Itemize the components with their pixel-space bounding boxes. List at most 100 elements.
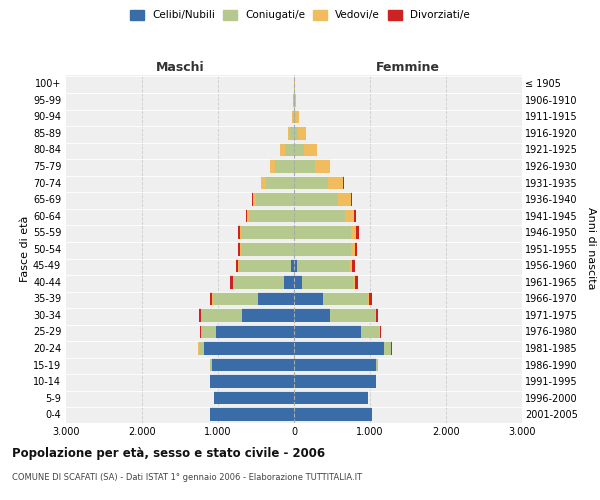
- Bar: [298, 126, 305, 140]
- Bar: [236, 258, 238, 272]
- Bar: [294, 275, 302, 288]
- Bar: [230, 275, 233, 288]
- Bar: [269, 159, 275, 173]
- Bar: [247, 209, 249, 222]
- Bar: [355, 275, 358, 288]
- Bar: [376, 308, 378, 322]
- Bar: [238, 258, 239, 272]
- Bar: [293, 93, 294, 106]
- Bar: [297, 258, 349, 272]
- Bar: [205, 342, 294, 355]
- Bar: [302, 275, 353, 288]
- Bar: [346, 209, 354, 222]
- Bar: [240, 226, 241, 239]
- Bar: [290, 126, 294, 140]
- Bar: [294, 292, 323, 305]
- Bar: [354, 209, 356, 222]
- Bar: [328, 176, 343, 190]
- Bar: [351, 192, 352, 206]
- Bar: [261, 176, 262, 190]
- Bar: [240, 242, 241, 256]
- Bar: [304, 142, 317, 156]
- Bar: [350, 242, 355, 256]
- Bar: [295, 209, 346, 222]
- Bar: [295, 242, 350, 256]
- Bar: [294, 408, 372, 421]
- Bar: [349, 258, 352, 272]
- Bar: [315, 159, 330, 173]
- Bar: [379, 324, 380, 338]
- Bar: [294, 142, 304, 156]
- Bar: [238, 242, 240, 256]
- Bar: [200, 308, 201, 322]
- Text: Popolazione per età, sesso e stato civile - 2006: Popolazione per età, sesso e stato civil…: [12, 448, 325, 460]
- Bar: [249, 209, 293, 222]
- Bar: [295, 93, 296, 106]
- Legend: Celibi/Nubili, Coniugati/e, Vedovi/e, Divorziati/e: Celibi/Nubili, Coniugati/e, Vedovi/e, Di…: [130, 10, 470, 20]
- Bar: [293, 110, 294, 123]
- Bar: [275, 159, 293, 173]
- Bar: [242, 308, 294, 322]
- Bar: [284, 275, 294, 288]
- Text: COMUNE DI SCAFATI (SA) - Dati ISTAT 1° gennaio 2006 - Elaborazione TUTTITALIA.IT: COMUNE DI SCAFATI (SA) - Dati ISTAT 1° g…: [12, 472, 362, 482]
- Bar: [383, 342, 391, 355]
- Bar: [241, 226, 293, 239]
- Bar: [238, 226, 240, 239]
- Bar: [343, 176, 344, 190]
- Bar: [294, 93, 295, 106]
- Text: Maschi: Maschi: [155, 61, 205, 74]
- Bar: [350, 226, 356, 239]
- Bar: [256, 192, 293, 206]
- Bar: [252, 192, 253, 206]
- Bar: [201, 324, 216, 338]
- Bar: [369, 292, 372, 305]
- Bar: [289, 126, 290, 140]
- Bar: [376, 358, 378, 372]
- Bar: [233, 275, 284, 288]
- Bar: [216, 324, 294, 338]
- Bar: [212, 292, 257, 305]
- Bar: [331, 308, 376, 322]
- Bar: [212, 358, 294, 372]
- Bar: [355, 242, 357, 256]
- Bar: [245, 209, 247, 222]
- Bar: [257, 292, 294, 305]
- Bar: [280, 142, 285, 156]
- Bar: [294, 374, 376, 388]
- Bar: [338, 192, 351, 206]
- Bar: [210, 358, 212, 372]
- Bar: [295, 192, 338, 206]
- Bar: [295, 176, 328, 190]
- Y-axis label: Fasce di età: Fasce di età: [20, 216, 30, 282]
- Bar: [291, 258, 294, 272]
- Bar: [265, 176, 293, 190]
- Bar: [294, 358, 376, 372]
- Bar: [210, 292, 212, 305]
- Bar: [294, 126, 298, 140]
- Bar: [241, 242, 293, 256]
- Bar: [294, 324, 361, 338]
- Bar: [214, 391, 294, 404]
- Bar: [201, 308, 242, 322]
- Text: Femmine: Femmine: [376, 61, 440, 74]
- Bar: [200, 324, 201, 338]
- Bar: [292, 110, 293, 123]
- Bar: [285, 142, 294, 156]
- Bar: [239, 258, 291, 272]
- Bar: [352, 258, 355, 272]
- Bar: [199, 342, 205, 355]
- Bar: [294, 258, 297, 272]
- Bar: [294, 342, 383, 355]
- Bar: [294, 308, 331, 322]
- Bar: [295, 159, 315, 173]
- Bar: [296, 110, 299, 123]
- Bar: [211, 374, 294, 388]
- Bar: [294, 110, 296, 123]
- Bar: [295, 226, 350, 239]
- Bar: [199, 308, 200, 322]
- Bar: [294, 391, 368, 404]
- Bar: [262, 176, 265, 190]
- Bar: [368, 292, 369, 305]
- Bar: [356, 226, 359, 239]
- Bar: [361, 324, 379, 338]
